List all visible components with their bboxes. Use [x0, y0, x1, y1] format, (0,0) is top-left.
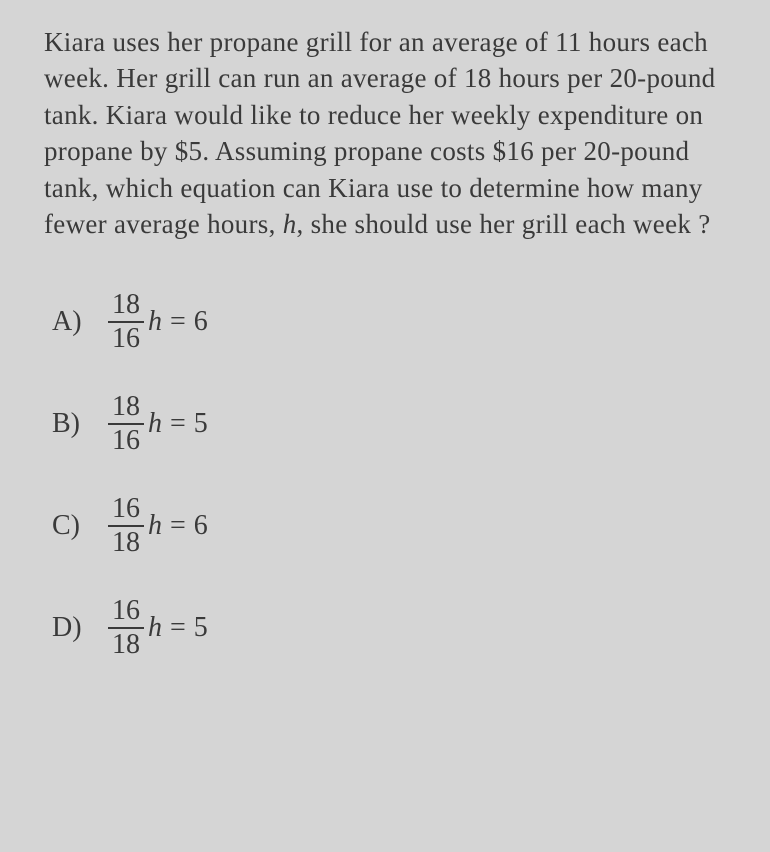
numerator: 16 [108, 597, 144, 629]
denominator: 16 [108, 425, 144, 455]
choice-equation: 18 16 h = 6 [108, 291, 208, 353]
choice-d[interactable]: D) 16 18 h = 5 [52, 597, 736, 659]
denominator: 18 [108, 629, 144, 659]
fraction: 16 18 [108, 495, 144, 557]
fraction: 18 16 [108, 291, 144, 353]
question-text-after: , she should use her grill each week ? [297, 209, 711, 239]
question-stem: Kiara uses her propane grill for an aver… [44, 24, 736, 243]
choice-letter: C) [52, 512, 108, 540]
equals-sign: = [170, 614, 186, 642]
numerator: 18 [108, 291, 144, 323]
rhs-value: 5 [194, 410, 208, 438]
rhs-value: 5 [194, 614, 208, 642]
equals-sign: = [170, 410, 186, 438]
fraction: 18 16 [108, 393, 144, 455]
answer-choices: A) 18 16 h = 6 B) 18 16 h = 5 [44, 291, 736, 659]
choice-equation: 16 18 h = 6 [108, 495, 208, 557]
variable: h [148, 308, 162, 336]
equals-sign: = [170, 512, 186, 540]
question-variable: h [283, 209, 297, 239]
variable: h [148, 614, 162, 642]
choice-letter: B) [52, 410, 108, 438]
choice-equation: 18 16 h = 5 [108, 393, 208, 455]
rhs-value: 6 [194, 308, 208, 336]
variable: h [148, 512, 162, 540]
question-text-before: Kiara uses her propane grill for an aver… [44, 27, 715, 239]
numerator: 16 [108, 495, 144, 527]
choice-letter: D) [52, 614, 108, 642]
choice-letter: A) [52, 308, 108, 336]
fraction: 16 18 [108, 597, 144, 659]
choice-a[interactable]: A) 18 16 h = 6 [52, 291, 736, 353]
page: Kiara uses her propane grill for an aver… [0, 0, 770, 683]
choice-c[interactable]: C) 16 18 h = 6 [52, 495, 736, 557]
numerator: 18 [108, 393, 144, 425]
denominator: 18 [108, 527, 144, 557]
denominator: 16 [108, 323, 144, 353]
equals-sign: = [170, 308, 186, 336]
rhs-value: 6 [194, 512, 208, 540]
choice-b[interactable]: B) 18 16 h = 5 [52, 393, 736, 455]
variable: h [148, 410, 162, 438]
choice-equation: 16 18 h = 5 [108, 597, 208, 659]
